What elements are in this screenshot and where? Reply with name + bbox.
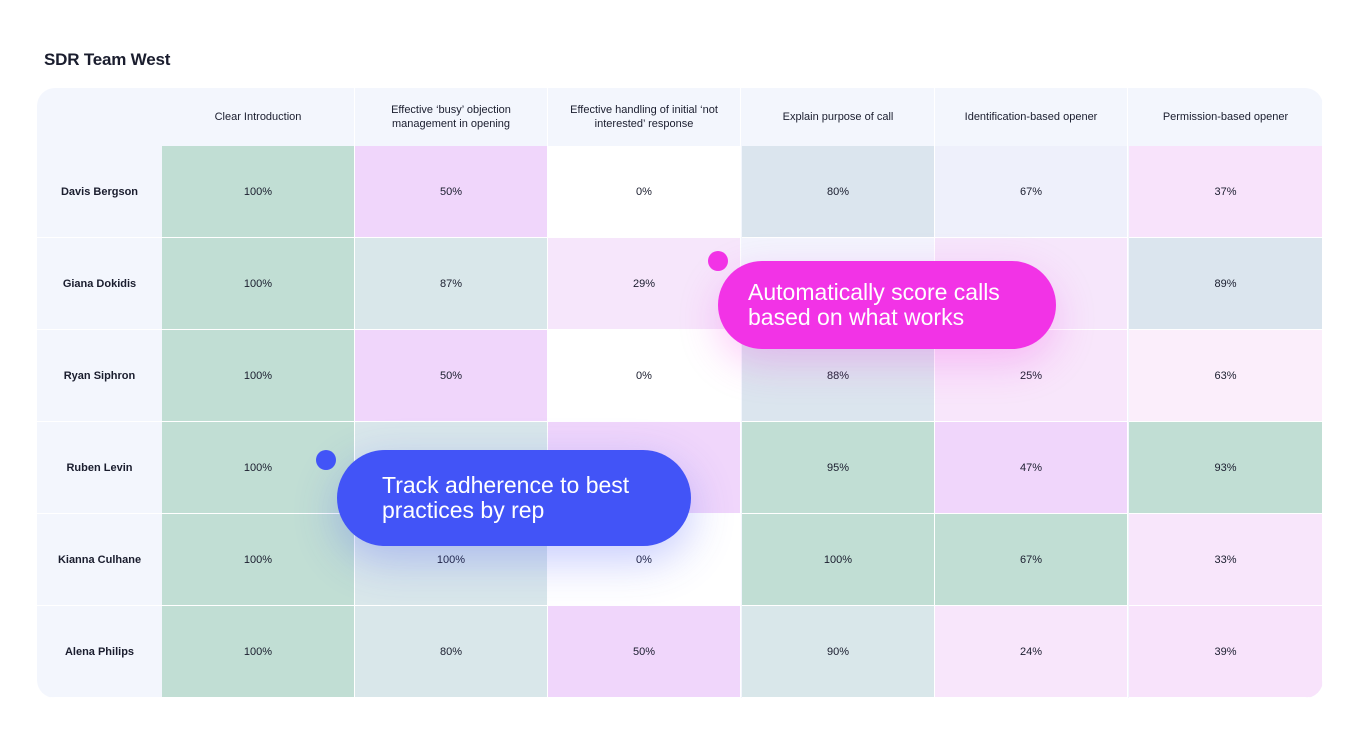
heatmap-cell: 90% — [742, 606, 935, 698]
heatmap-cell: 67% — [935, 514, 1128, 606]
heatmap-cell: 87% — [355, 238, 548, 330]
heatmap-cell: 39% — [1129, 606, 1323, 698]
heatmap-cell: 100% — [162, 606, 355, 698]
heatmap-cell: 50% — [355, 146, 548, 238]
column-header: Explain purpose of call — [742, 88, 935, 146]
column-header: Identification-based opener — [935, 88, 1128, 146]
heatmap-grid: Clear Introduction Effective ‘busy’ objec… — [37, 88, 1323, 698]
row-label: Giana Dokidis — [37, 238, 162, 330]
heatmap-cell: 100% — [742, 514, 935, 606]
callout-track-line2: practices by rep — [382, 497, 545, 523]
heatmap-cell: 63% — [1129, 330, 1323, 422]
column-header: Permission-based opener — [1129, 88, 1323, 146]
heatmap-cell: 100% — [162, 514, 355, 606]
heatmap-cell: 95% — [742, 422, 935, 514]
row-label: Alena Philips — [37, 606, 162, 698]
callout-score-calls: Automatically score calls based on what … — [718, 261, 1056, 349]
page-title: SDR Team West — [44, 50, 171, 69]
heatmap-cell: 50% — [355, 330, 548, 422]
heatmap-cell: 0% — [548, 330, 741, 422]
callout-score-line2: based on what works — [748, 304, 965, 330]
column-header: Clear Introduction — [162, 88, 355, 146]
row-label: Ruben Levin — [37, 422, 162, 514]
heatmap-cell: 33% — [1129, 514, 1323, 606]
column-header: Effective handling of initial ‘not inter… — [548, 88, 741, 146]
heatmap-cell: 47% — [935, 422, 1128, 514]
row-label: Kianna Culhane — [37, 514, 162, 606]
heatmap-cell: 93% — [1129, 422, 1323, 514]
heatmap-cell: 80% — [742, 146, 935, 238]
column-header: Effective ‘busy’ objection management in… — [355, 88, 548, 146]
row-label: Ryan Siphron — [37, 330, 162, 422]
callout-track-line1: Track adherence to best — [382, 472, 630, 498]
row-label: Davis Bergson — [37, 146, 162, 238]
scorecard-heatmap: Clear Introduction Effective ‘busy’ objec… — [37, 88, 1323, 698]
heatmap-cell: 100% — [162, 238, 355, 330]
heatmap-cell: 24% — [935, 606, 1128, 698]
callout-track-adherence: Track adherence to best practices by rep — [337, 450, 691, 546]
heatmap-cell: 29% — [548, 238, 741, 330]
callout-score-line1: Automatically score calls — [748, 279, 1000, 305]
heatmap-cell: 37% — [1129, 146, 1323, 238]
heatmap-cell: 100% — [162, 146, 355, 238]
heatmap-cell: 100% — [162, 330, 355, 422]
callout-score-dot — [708, 251, 728, 271]
heatmap-cell: 67% — [935, 146, 1128, 238]
heatmap-cell: 80% — [355, 606, 548, 698]
callout-track-dot — [316, 450, 336, 470]
heatmap-cell: 89% — [1129, 238, 1323, 330]
heatmap-cell: 50% — [548, 606, 741, 698]
heatmap-cell: 0% — [548, 146, 741, 238]
